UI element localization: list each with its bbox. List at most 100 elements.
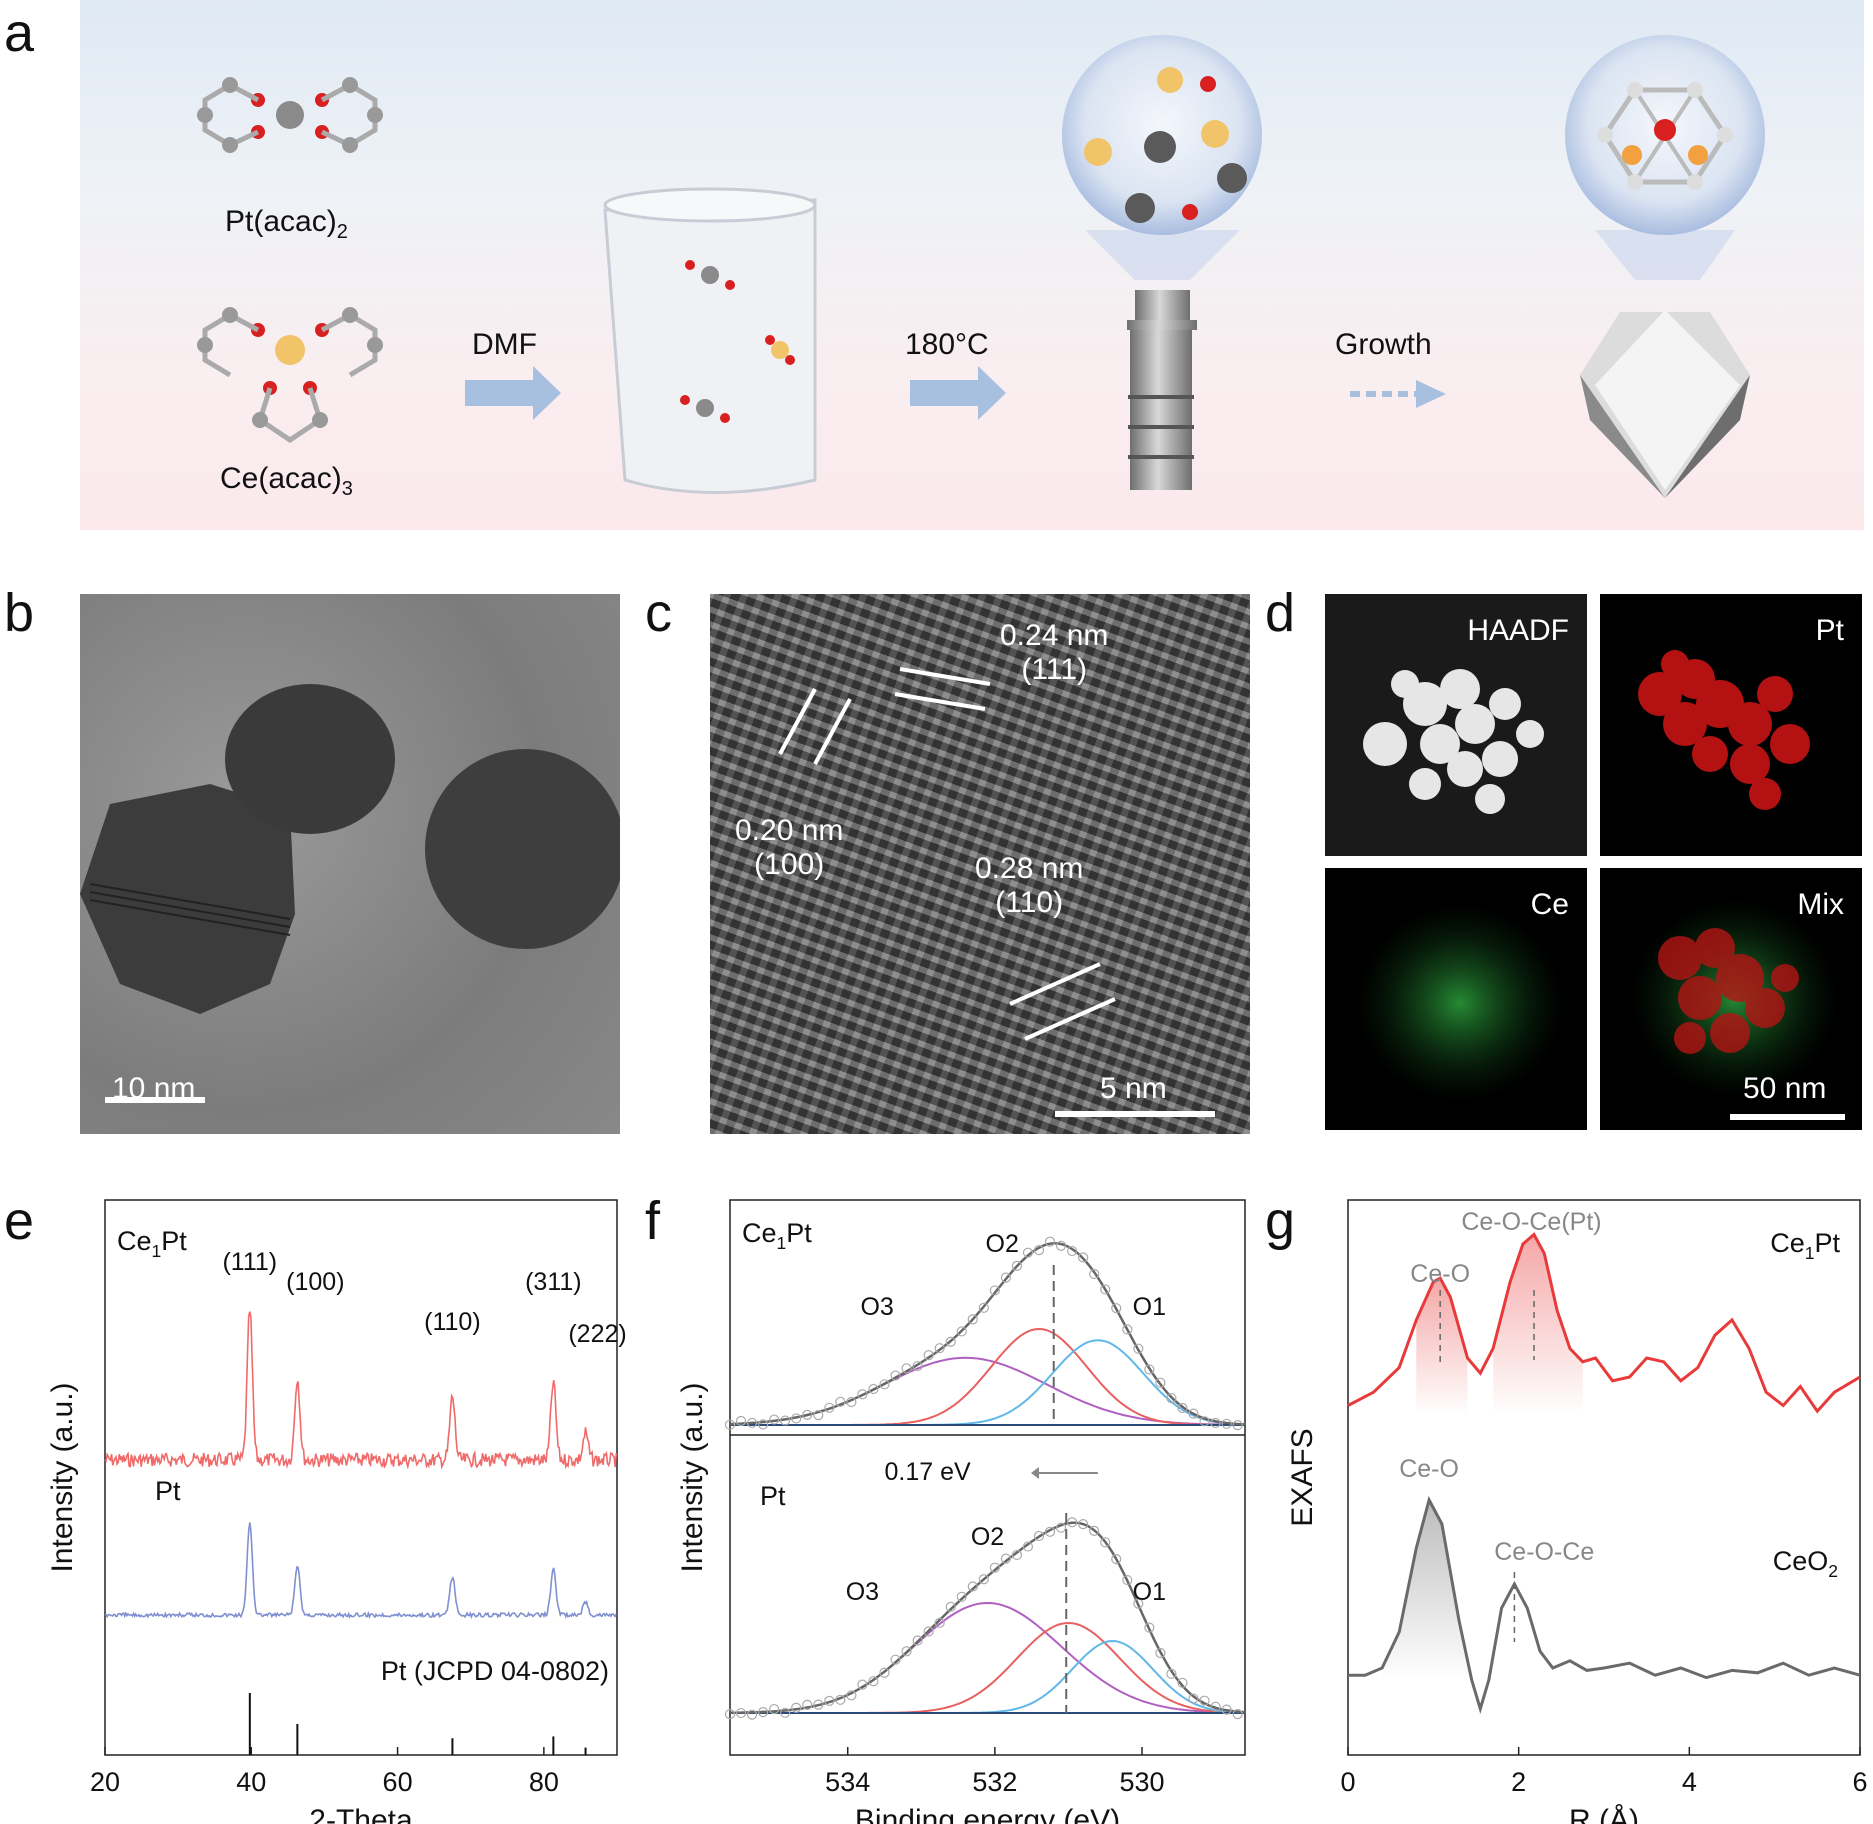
xrd-xtick-label-3: 80	[529, 1767, 559, 1797]
step-dmf-arrow	[465, 366, 561, 420]
xps-bottom-data-point	[1188, 1693, 1199, 1704]
xps-top-data-point	[945, 1336, 956, 1347]
xrd-chart: 20 40 60 80 2-Theta Intensity (a.u.) Ce1Pt Pt Pt…	[46, 1199, 627, 1824]
panel-label-d: d	[1265, 583, 1296, 643]
xps-top-data-point	[901, 1363, 912, 1374]
exafs-peak-label-0: Ce-O	[1410, 1260, 1470, 1288]
step-heat-arrow	[910, 366, 1006, 420]
hrtem-annotation-100: 0.20 nm (100)	[735, 814, 844, 881]
xps-top-data-point	[1089, 1268, 1100, 1280]
xps-top-data-point	[1055, 1240, 1067, 1251]
xps-top-data-point	[1188, 1408, 1199, 1419]
xrd-plot-frame	[104, 1199, 618, 1756]
xps-top-data-point	[1078, 1252, 1089, 1263]
hrtem-lattice-lines	[778, 667, 1215, 1117]
xps-top-data-point	[1155, 1377, 1166, 1388]
xps-bottom-data-point	[879, 1667, 890, 1678]
xps-bottom-data-point	[978, 1574, 989, 1585]
xps-bottom-o1-label: O1	[1133, 1578, 1166, 1606]
exafs-xtick-label-1: 2	[1511, 1767, 1526, 1797]
xps-bottom-data-point	[746, 1709, 758, 1720]
xps-top-data-point	[1221, 1418, 1232, 1429]
xrd-series-label-0: Ce1Pt	[117, 1226, 187, 1261]
xps-top-data-point	[758, 1419, 769, 1430]
xps-top-data-point	[857, 1389, 868, 1400]
xps-bottom-data-point	[1210, 1701, 1221, 1712]
xrd-peak-label-2: (110)	[424, 1308, 481, 1336]
xps-bottom-data-point	[989, 1562, 1000, 1573]
exafs-plot-frame	[1347, 1199, 1861, 1756]
xps-chart: 534 532 530 Binding energy (eV) Intensity (a…	[676, 1199, 1246, 1824]
xps-top-data-point	[1144, 1364, 1155, 1375]
xps-bottom-data-point	[967, 1581, 978, 1592]
exafs-series-label-1: CeO2	[1773, 1546, 1838, 1581]
xps-bottom-data-point	[824, 1695, 835, 1707]
xps-top-data-point	[791, 1413, 802, 1424]
xrd-xtick-label-0: 20	[90, 1767, 120, 1797]
pt-precursor-label: Pt(acac)2	[225, 205, 348, 243]
xps-shift-label: 0.17 eV	[885, 1458, 972, 1486]
xps-bottom-data-point	[923, 1626, 934, 1637]
xps-bottom-data-point	[791, 1702, 802, 1713]
exafs-xlabel: R (Å)	[1569, 1804, 1639, 1824]
pt-map-label: Pt	[1815, 614, 1844, 647]
xps-top-data-point	[967, 1314, 978, 1325]
xps-bottom-data-point	[802, 1699, 813, 1710]
xps-top-data-point	[1232, 1420, 1243, 1431]
xps-bottom-data-point	[1111, 1553, 1122, 1565]
xps-bottom-data-point	[1232, 1709, 1243, 1720]
xps-top-data-point	[1011, 1260, 1023, 1271]
xps-bottom-data-point	[1166, 1668, 1177, 1679]
exafs-ylabel: EXAFS	[1286, 1428, 1319, 1526]
xps-top-data-point	[1067, 1245, 1078, 1257]
xps-bottom-o3-label: O3	[846, 1578, 879, 1606]
xps-top-data-point	[846, 1396, 857, 1408]
nanocrystal-icon	[1565, 35, 1765, 498]
hrtem-image: 0.24 nm (111) 0.20 nm (100) 0.28 nm (110) 5…	[710, 594, 1250, 1134]
xps-top-data-point	[824, 1402, 835, 1413]
exafs-peak-label-2: Ce-O	[1399, 1455, 1459, 1483]
exafs-peak-label-3: Ce-O-Ce	[1494, 1538, 1594, 1566]
xps-xtick-label-2: 530	[1119, 1767, 1164, 1797]
xps-bottom-data-point	[890, 1654, 901, 1665]
ce-map: Ce	[1325, 868, 1587, 1130]
haadf-map: HAADF	[1325, 594, 1587, 856]
xps-top-data-point	[1177, 1402, 1188, 1414]
xps-top-data-point	[912, 1360, 923, 1372]
panel-label-g: g	[1265, 1191, 1296, 1251]
xps-bottom-data-point	[1144, 1622, 1155, 1633]
xps-top-label: Ce1Pt	[742, 1218, 812, 1253]
xps-top-data-point	[868, 1383, 879, 1395]
tem-scale-label: 10 nm	[112, 1072, 196, 1105]
synthesis-scheme: Pt(acac)2 Ce(acac)3 DMF 180°C Growth	[80, 0, 1864, 530]
xps-bottom-data-point	[1133, 1598, 1144, 1609]
xps-xtick-label-0: 534	[825, 1767, 870, 1797]
xps-top-data-point	[813, 1410, 824, 1421]
step-dmf-label: DMF	[472, 328, 537, 361]
xps-top-data-point	[1044, 1236, 1056, 1247]
xps-bottom-data-point	[956, 1591, 967, 1602]
xps-top-data-point	[746, 1417, 758, 1429]
xrd-xtick-label-2: 60	[383, 1767, 413, 1797]
xps-bottom-data-point	[724, 1709, 736, 1720]
xps-bottom-data-point	[769, 1703, 780, 1715]
exafs-series-fill-0-0	[1416, 1278, 1468, 1415]
xps-bottom-data-point	[1122, 1574, 1133, 1586]
pt-acac-molecule	[197, 77, 383, 153]
xps-top-data-point	[780, 1415, 791, 1426]
xps-bottom-data-point	[1155, 1647, 1166, 1659]
xps-bottom-component-0	[729, 1601, 1246, 1714]
xps-ylabel: Intensity (a.u.)	[676, 1382, 709, 1572]
panel-label-a: a	[4, 3, 35, 63]
xps-bottom-data-point	[1177, 1677, 1188, 1688]
xps-bottom-data-point	[813, 1699, 824, 1710]
xps-bottom-data-point	[758, 1707, 769, 1718]
xrd-peak-label-1: (100)	[286, 1268, 344, 1296]
xps-bottom-data-point	[1078, 1519, 1089, 1530]
xps-top-data-point	[1000, 1272, 1011, 1283]
exafs-chart: 0 2 4 6 R (Å) EXAFS Ce1Pt CeO2 Ce-O Ce-O-Ce(Pt) Ce…	[1286, 1199, 1868, 1824]
xps-top-data-point	[1111, 1303, 1122, 1314]
xps-top-data-point	[978, 1302, 989, 1313]
exafs-series-fill-1-0	[1382, 1500, 1472, 1680]
exafs-xtick-label-0: 0	[1340, 1767, 1355, 1797]
